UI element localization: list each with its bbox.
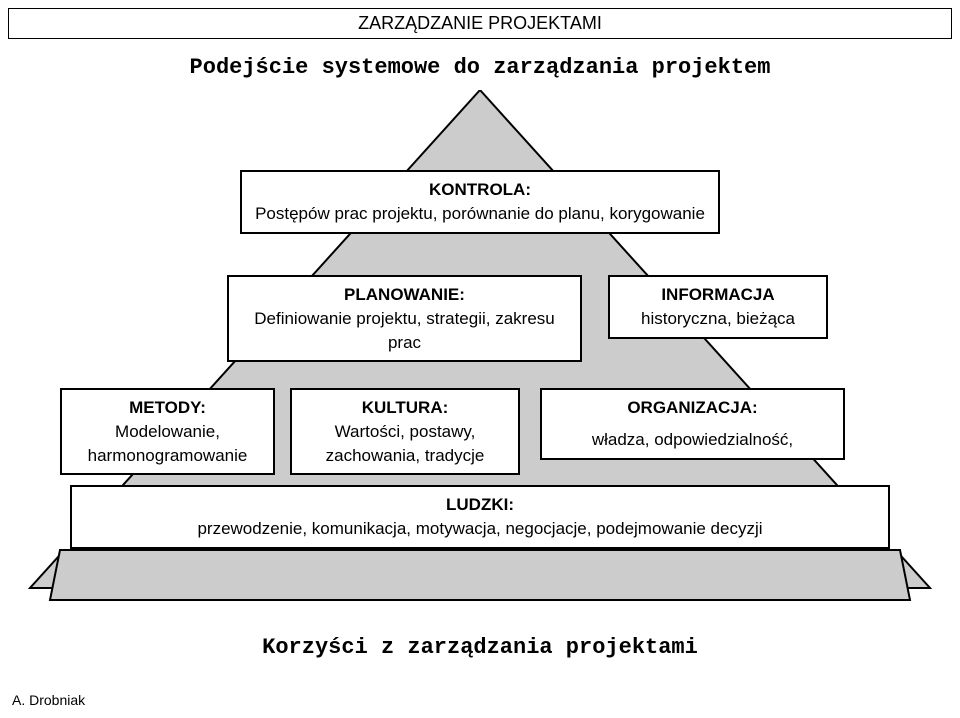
box-planowanie: PLANOWANIE: Definiowanie projektu, strat… (227, 275, 582, 362)
box-organizacja-body: władza, odpowiedzialność, (592, 430, 793, 449)
box-planowanie-body: Definiowanie projektu, strategii, zakres… (254, 309, 554, 352)
bottom-title: Korzyści z zarządzania projektami (0, 635, 960, 660)
box-kontrola: KONTROLA: Postępów prac projektu, porówn… (240, 170, 720, 234)
box-metody: METODY: Modelowanie, harmonogramowanie (60, 388, 275, 475)
page-subtitle: Podejście systemowe do zarządzania proje… (0, 55, 960, 80)
box-planowanie-title: PLANOWANIE: (239, 283, 570, 307)
spacer (552, 420, 833, 428)
box-kultura-body: Wartości, postawy, zachowania, tradycje (326, 422, 485, 465)
box-informacja: INFORMACJA historyczna, bieżąca (608, 275, 828, 339)
box-kontrola-title: KONTROLA: (252, 178, 708, 202)
box-informacja-body: historyczna, bieżąca (641, 309, 795, 328)
box-kultura-title: KULTURA: (302, 396, 508, 420)
box-organizacja: ORGANIZACJA: władza, odpowiedzialność, (540, 388, 845, 460)
triangle-base-trapezoid (50, 550, 910, 600)
page: ZARZĄDZANIE PROJEKTAMI Podejście systemo… (0, 0, 960, 718)
box-kultura: KULTURA: Wartości, postawy, zachowania, … (290, 388, 520, 475)
box-informacja-title: INFORMACJA (620, 283, 816, 307)
box-metody-title: METODY: (72, 396, 263, 420)
box-ludzki-body: przewodzenie, komunikacja, motywacja, ne… (197, 519, 762, 538)
box-kontrola-body: Postępów prac projektu, porównanie do pl… (255, 204, 705, 223)
box-organizacja-title: ORGANIZACJA: (552, 396, 833, 420)
box-ludzki-title: LUDZKI: (82, 493, 878, 517)
box-ludzki: LUDZKI: przewodzenie, komunikacja, motyw… (70, 485, 890, 549)
header-title: ZARZĄDZANIE PROJEKTAMI (358, 13, 602, 33)
box-metody-body: Modelowanie, harmonogramowanie (88, 422, 248, 465)
header-title-box: ZARZĄDZANIE PROJEKTAMI (8, 8, 952, 39)
footer-author: A. Drobniak (12, 692, 85, 708)
